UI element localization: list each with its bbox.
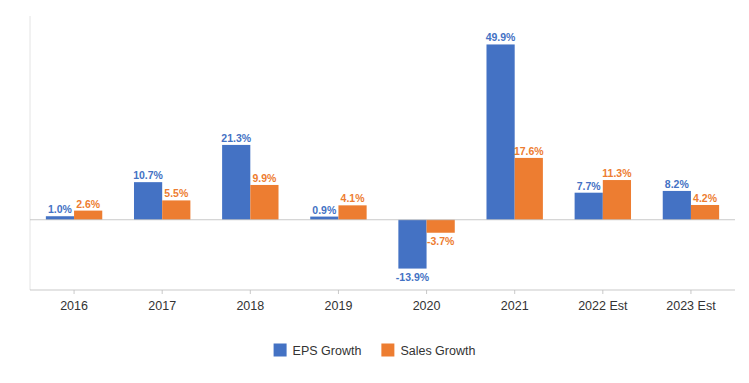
legend-item: Sales Growth	[381, 344, 475, 358]
bar	[486, 44, 514, 219]
bar	[250, 185, 278, 220]
x-tick	[690, 290, 691, 294]
bar	[310, 217, 338, 220]
x-tick-label: 2019	[325, 299, 353, 313]
data-label: 10.7%	[133, 169, 163, 181]
bar	[134, 182, 162, 220]
x-tick	[250, 290, 251, 294]
chart: 2016 2017 2018 2019 2020 2021 2022 Est 2023 Est…	[0, 0, 749, 383]
chart-container: 2016 2017 2018 2019 2020 2021 2022 Est 2023 Est…	[0, 0, 749, 383]
x-tick-label: 2020	[413, 299, 441, 313]
bar	[691, 205, 719, 220]
legend-item: EPS Growth	[274, 344, 362, 358]
bar	[427, 220, 455, 233]
bar	[222, 145, 250, 220]
data-label: 8.2%	[665, 178, 690, 190]
x-tick-label: 2017	[148, 299, 176, 313]
x-tick-label: 2021	[501, 299, 529, 313]
x-tick	[514, 290, 515, 294]
legend-swatch	[381, 344, 394, 357]
x-tick	[162, 290, 163, 294]
bar	[603, 180, 631, 220]
data-label: 0.9%	[312, 204, 337, 216]
data-label: 1.0%	[48, 203, 73, 215]
data-label: 5.5%	[164, 187, 189, 199]
legend: EPS Growth Sales Growth	[274, 344, 476, 358]
data-label: 11.3%	[602, 167, 632, 179]
data-label: 9.9%	[252, 172, 277, 184]
data-label: -13.9%	[396, 271, 430, 283]
data-label: -3.7%	[427, 235, 455, 247]
bar	[46, 216, 74, 220]
x-tick	[74, 290, 75, 294]
data-label: 17.6%	[514, 145, 544, 157]
legend-label: EPS Growth	[293, 344, 362, 358]
data-label: 2.6%	[76, 198, 101, 210]
bar	[575, 193, 603, 220]
x-tick-label: 2023 Est	[666, 299, 716, 313]
legend-label: Sales Growth	[400, 344, 475, 358]
data-label: 4.2%	[693, 192, 718, 204]
zero-line	[30, 219, 735, 220]
bar	[338, 205, 366, 219]
x-tick-label: 2022 Est	[578, 299, 628, 313]
x-axis-line	[30, 290, 735, 291]
bars	[46, 44, 719, 268]
y-axis-line	[30, 16, 31, 290]
x-tick	[426, 290, 427, 294]
data-label: 4.1%	[341, 192, 366, 204]
bar	[515, 158, 543, 220]
data-label: 7.7%	[577, 180, 602, 192]
x-tick	[338, 290, 339, 294]
legend-swatch	[274, 344, 287, 357]
bar	[74, 211, 102, 220]
data-label: 49.9%	[486, 31, 516, 43]
x-tick-label: 2018	[236, 299, 264, 313]
x-tick	[602, 290, 603, 294]
x-tick-label: 2016	[60, 299, 88, 313]
bar	[398, 220, 426, 269]
data-label: 21.3%	[221, 132, 251, 144]
bar	[162, 200, 190, 219]
bar	[663, 191, 691, 220]
